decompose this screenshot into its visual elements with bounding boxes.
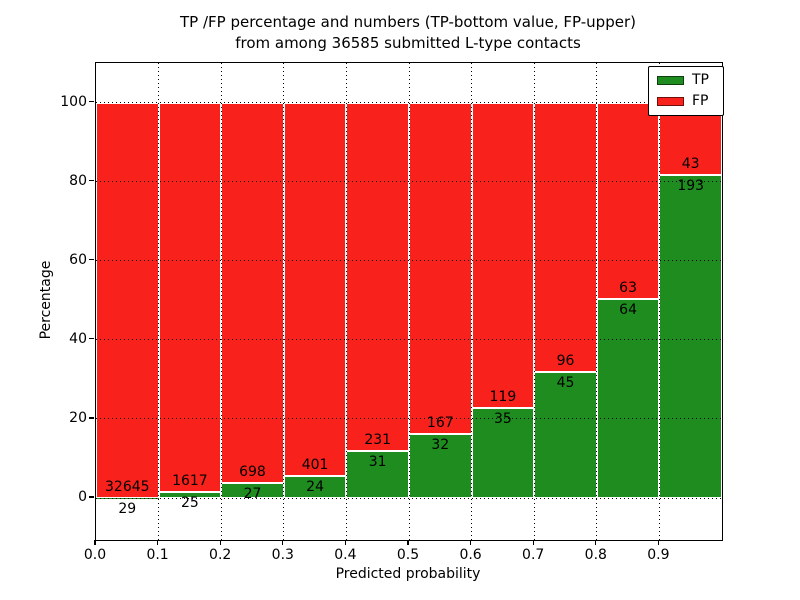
x-gridline: [220, 63, 222, 540]
y-tick-label: 40: [69, 330, 87, 347]
x-tick-label: 0.3: [271, 547, 294, 563]
y-tick-label: 100: [60, 93, 87, 110]
bar-fp-count-label: 231: [364, 432, 392, 449]
x-tick-mark: [219, 540, 221, 546]
bar-fp-segment: [346, 102, 409, 452]
bar-tp-count-label: 24: [306, 478, 324, 495]
legend-label-tp: TP: [692, 72, 709, 89]
bar-tp-count-label: 32: [431, 437, 450, 454]
x-tick-mark: [595, 540, 597, 546]
x-tick-mark: [282, 540, 284, 546]
x-gridline: [533, 63, 535, 540]
x-gridline: [471, 63, 473, 540]
legend-item-tp: TP: [649, 73, 723, 88]
bar-fp-count-label: 43: [681, 155, 700, 172]
bar-fp-segment: [596, 102, 660, 299]
x-gridline: [408, 63, 410, 540]
y-gridline: [96, 181, 722, 183]
bar-tp-count-label: 193: [677, 177, 705, 194]
x-tick-label: 0.6: [459, 547, 482, 563]
x-gridline: [158, 63, 160, 540]
bar-fp-segment: [409, 102, 472, 435]
bar-fp-count-label: 1617: [172, 473, 208, 490]
y-axis-label: Percentage: [38, 260, 54, 340]
bar-fp-count-label: 401: [301, 456, 329, 473]
bar-tp-segment: [534, 371, 597, 499]
x-tick-label: 0.1: [146, 547, 169, 563]
y-gridline: [96, 497, 722, 499]
y-tick-label: 20: [69, 409, 87, 426]
x-tick-label: 0.4: [334, 547, 357, 563]
y-tick-mark: [89, 259, 94, 261]
legend: TP FP: [648, 66, 724, 116]
x-tick-mark: [94, 540, 96, 546]
y-tick-mark: [89, 180, 94, 182]
y-gridline: [96, 418, 722, 420]
x-gridline: [596, 63, 598, 540]
chart-title-line2: from among 36585 submitted L-type contac…: [235, 34, 581, 52]
plot-area: 32645 29 1617 25 698 27 401 24 231 31 167 32 119 35 96…: [95, 62, 723, 541]
bar-tp-count-label: 27: [243, 486, 262, 503]
y-tick-mark: [89, 496, 94, 498]
tp-color-swatch: [657, 76, 684, 86]
y-tick-mark: [89, 338, 94, 340]
y-tick-label: 60: [69, 251, 87, 268]
legend-label-fp: FP: [692, 92, 709, 109]
chart-title-line1: TP /FP percentage and numbers (TP-bottom…: [180, 13, 636, 31]
x-tick-label: 0.2: [209, 547, 232, 563]
x-tick-mark: [157, 540, 159, 546]
x-axis-label: Predicted probability: [335, 566, 481, 582]
x-tick-mark: [532, 540, 534, 546]
bar-tp-count-label: 29: [118, 500, 137, 517]
bar-fp-segment: [221, 102, 284, 484]
bar-tp-count-label: 35: [493, 411, 512, 428]
bar-tp-count-label: 31: [368, 454, 387, 471]
bar-tp-segment: [346, 451, 409, 499]
bar-fp-count-label: 119: [489, 389, 517, 406]
y-tick-label: 80: [69, 172, 87, 189]
bar-tp-segment: [596, 298, 660, 499]
y-gridline: [96, 260, 722, 262]
y-tick-label: 0: [78, 489, 87, 506]
x-gridline: [283, 63, 285, 540]
bar-fp-segment: [534, 102, 597, 372]
y-tick-mark: [89, 417, 94, 419]
x-tick-label: 0.9: [647, 547, 670, 563]
bar-fp-count-label: 96: [556, 352, 575, 369]
x-tick-mark: [470, 540, 472, 546]
bar-fp-segment: [96, 102, 159, 498]
bar-tp-count-label: 25: [180, 495, 199, 512]
bar-fp-segment: [471, 102, 535, 409]
x-tick-label: 0.7: [522, 547, 545, 563]
bar-tp-segment: [659, 174, 722, 499]
bar-fp-count-label: 698: [239, 464, 266, 481]
y-gridline: [96, 102, 722, 104]
legend-item-fp: FP: [649, 92, 723, 109]
bar-fp-segment: [283, 102, 347, 476]
fp-color-swatch: [657, 96, 684, 106]
bar-fp-count-label: 167: [426, 415, 454, 432]
bar-fp-segment: [158, 102, 222, 493]
x-gridline: [658, 63, 660, 540]
bar-fp-count-label: 32645: [105, 478, 150, 495]
x-gridline: [345, 63, 347, 540]
bar-tp-count-label: 45: [556, 374, 575, 391]
x-tick-mark: [344, 540, 346, 546]
bar-tp-count-label: 64: [619, 301, 637, 318]
x-tick-label: 0.5: [396, 547, 420, 563]
y-gridline: [96, 339, 722, 341]
bar-fp-count-label: 63: [619, 279, 637, 296]
x-tick-mark: [657, 540, 659, 546]
x-tick-label: 0.8: [584, 547, 607, 563]
y-tick-mark: [89, 100, 94, 103]
x-tick-mark: [407, 540, 409, 546]
x-tick-label: 0.0: [83, 547, 107, 563]
